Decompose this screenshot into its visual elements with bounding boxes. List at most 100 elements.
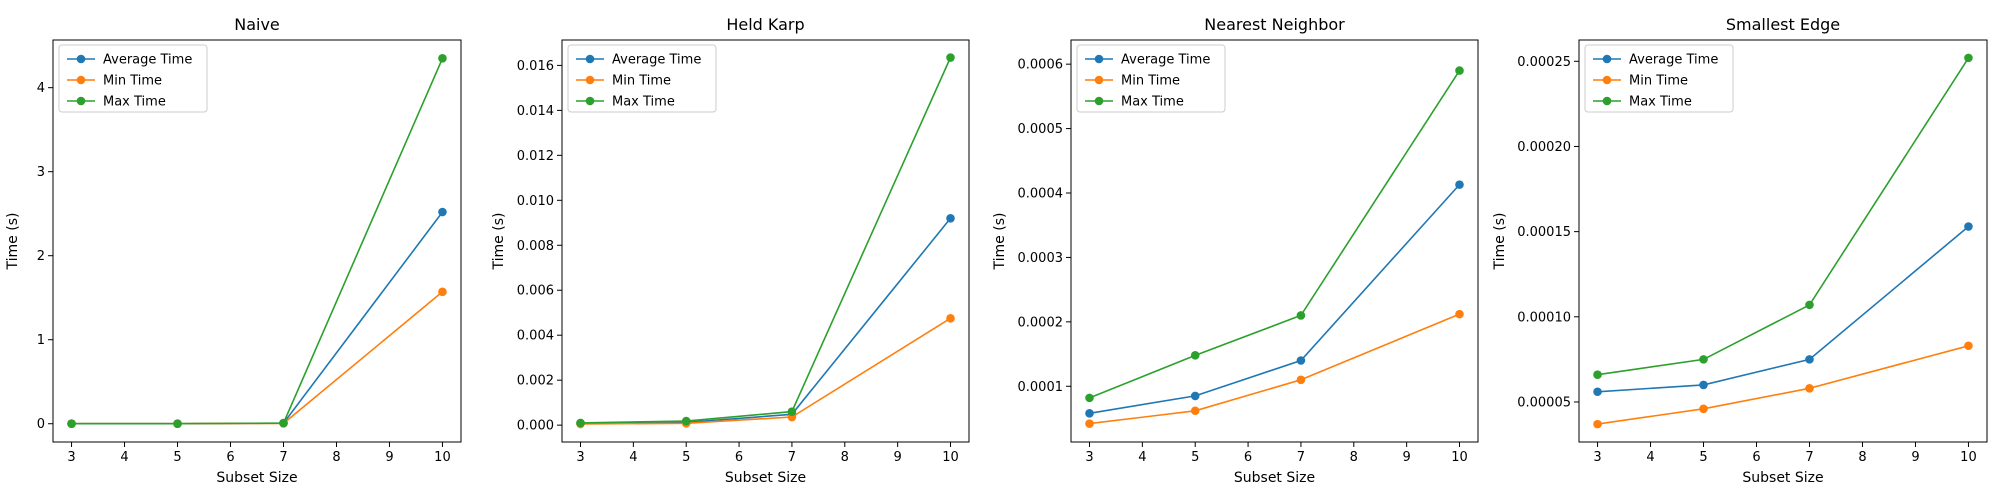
data-point-max xyxy=(1805,300,1814,310)
legend-swatch-marker xyxy=(1094,96,1104,106)
legend-swatch-marker xyxy=(1602,75,1612,85)
x-tick-label: 6 xyxy=(1244,450,1252,465)
x-tick-label: 3 xyxy=(576,450,584,465)
x-tick-label: 3 xyxy=(67,450,75,465)
data-point-min xyxy=(1699,404,1708,414)
legend-label: Max Time xyxy=(1121,95,1184,110)
series-line-min xyxy=(1597,345,1969,425)
legend-label: Average Time xyxy=(103,53,192,68)
data-point-min xyxy=(1190,406,1200,416)
legend-label: Min Time xyxy=(1121,74,1180,89)
y-tick-label: 0.00020 xyxy=(1517,140,1571,155)
y-tick-label: 0.004 xyxy=(517,329,554,344)
legend-swatch-marker xyxy=(76,75,86,85)
y-tick-label: 0.014 xyxy=(517,104,554,119)
data-point-min xyxy=(1593,419,1602,429)
y-tick-label: 0 xyxy=(37,417,45,432)
x-tick-label: 6 xyxy=(735,450,743,465)
legend-swatch-marker xyxy=(76,96,86,106)
legend-swatch-marker xyxy=(1094,75,1104,85)
y-tick-label: 0.016 xyxy=(517,59,554,74)
x-tick-label: 9 xyxy=(1403,450,1411,465)
data-point-min xyxy=(946,314,955,323)
plot-frame xyxy=(52,39,462,443)
x-tick-label: 5 xyxy=(682,450,690,465)
y-axis-label: Time (s) xyxy=(1492,213,1508,271)
series-line-average xyxy=(580,217,952,425)
data-point-max xyxy=(1085,393,1094,403)
y-tick-label: 0.0002 xyxy=(1018,315,1064,330)
legend-label: Average Time xyxy=(1629,53,1718,68)
x-tick-label: 7 xyxy=(1805,450,1813,465)
x-tick-label: 7 xyxy=(788,450,796,465)
legend: Average Time Min Time Max Time xyxy=(58,44,208,113)
x-tick-label: 8 xyxy=(1858,450,1866,465)
data-point-average xyxy=(1085,409,1094,418)
y-tick-label: 0.000 xyxy=(517,419,554,434)
x-tick-label: 4 xyxy=(120,450,128,465)
legend-label: Average Time xyxy=(612,53,701,68)
y-tick-label: 0.00015 xyxy=(1517,225,1571,240)
data-point-min xyxy=(1964,341,1973,351)
chart-title: Smallest Edge xyxy=(1726,15,1840,34)
series-line-max xyxy=(71,57,444,425)
x-tick-label: 10 xyxy=(942,450,959,465)
data-point-average xyxy=(1296,356,1306,365)
x-tick-label: 5 xyxy=(173,450,181,465)
data-point-min xyxy=(1085,419,1094,428)
data-point-min xyxy=(1296,375,1306,385)
legend: Average Time Min Time Max Time xyxy=(567,44,717,113)
legend-label: Max Time xyxy=(1629,95,1692,110)
data-point-max xyxy=(67,419,76,429)
x-tick-label: 10 xyxy=(1960,450,1977,465)
x-tick-label: 3 xyxy=(1085,450,1093,465)
chart-title: Naive xyxy=(234,15,280,34)
x-tick-label: 8 xyxy=(332,450,340,465)
series-line-min xyxy=(1089,313,1460,425)
legend-box xyxy=(1584,44,1734,113)
y-tick-label: 0.002 xyxy=(517,374,554,389)
legend-label: Min Time xyxy=(103,74,162,89)
series-line-max xyxy=(1597,57,1970,376)
series-line-average xyxy=(1089,184,1461,415)
data-point-min xyxy=(438,287,447,297)
legend-swatch-marker xyxy=(585,75,595,85)
x-axis-label: Subset Size xyxy=(1234,470,1315,486)
y-tick-label: 0.012 xyxy=(517,149,554,164)
x-tick-label: 5 xyxy=(1191,450,1199,465)
subplot-4: Smallest Edge 3 4 5 6 7 8 9 10 0.00005 0.00010 0.00… xyxy=(1492,15,1988,486)
y-tick-label: 1 xyxy=(37,333,45,348)
data-point-min xyxy=(1455,309,1464,319)
y-tick-label: 0.0006 xyxy=(1018,58,1064,73)
x-tick-label: 8 xyxy=(841,450,849,465)
legend-label: Max Time xyxy=(103,95,166,110)
series-line-min xyxy=(71,291,444,425)
x-tick-label: 7 xyxy=(279,450,287,465)
legend-swatch-marker xyxy=(76,54,86,64)
y-tick-label: 0.0001 xyxy=(1018,380,1064,395)
y-tick-label: 0.006 xyxy=(517,284,554,299)
x-tick-label: 6 xyxy=(226,450,234,465)
y-tick-label: 0.0003 xyxy=(1018,251,1064,266)
y-tick-label: 4 xyxy=(37,81,45,96)
series-line-min xyxy=(580,317,951,425)
legend-box xyxy=(1076,44,1226,113)
data-point-average xyxy=(1190,391,1200,401)
chart-title: Held Karp xyxy=(726,15,804,34)
y-axis-label: Time (s) xyxy=(491,213,507,271)
x-tick-label: 4 xyxy=(1646,450,1654,465)
legend-swatch-marker xyxy=(1094,54,1104,64)
data-point-average xyxy=(1964,222,1973,231)
y-tick-label: 0.0004 xyxy=(1018,187,1064,202)
data-point-min xyxy=(1805,384,1814,393)
series-line-max xyxy=(1089,70,1461,399)
y-tick-label: 0.00025 xyxy=(1517,55,1571,70)
y-axis-label: Time (s) xyxy=(5,213,21,271)
series-line-average xyxy=(1597,225,1970,393)
y-tick-label: 0.00010 xyxy=(1517,310,1571,325)
legend-box xyxy=(567,44,717,113)
y-tick-label: 0.00005 xyxy=(1517,395,1571,410)
data-point-max xyxy=(681,416,691,426)
legend-swatch-marker xyxy=(1602,54,1612,64)
legend-label: Min Time xyxy=(1629,74,1688,89)
